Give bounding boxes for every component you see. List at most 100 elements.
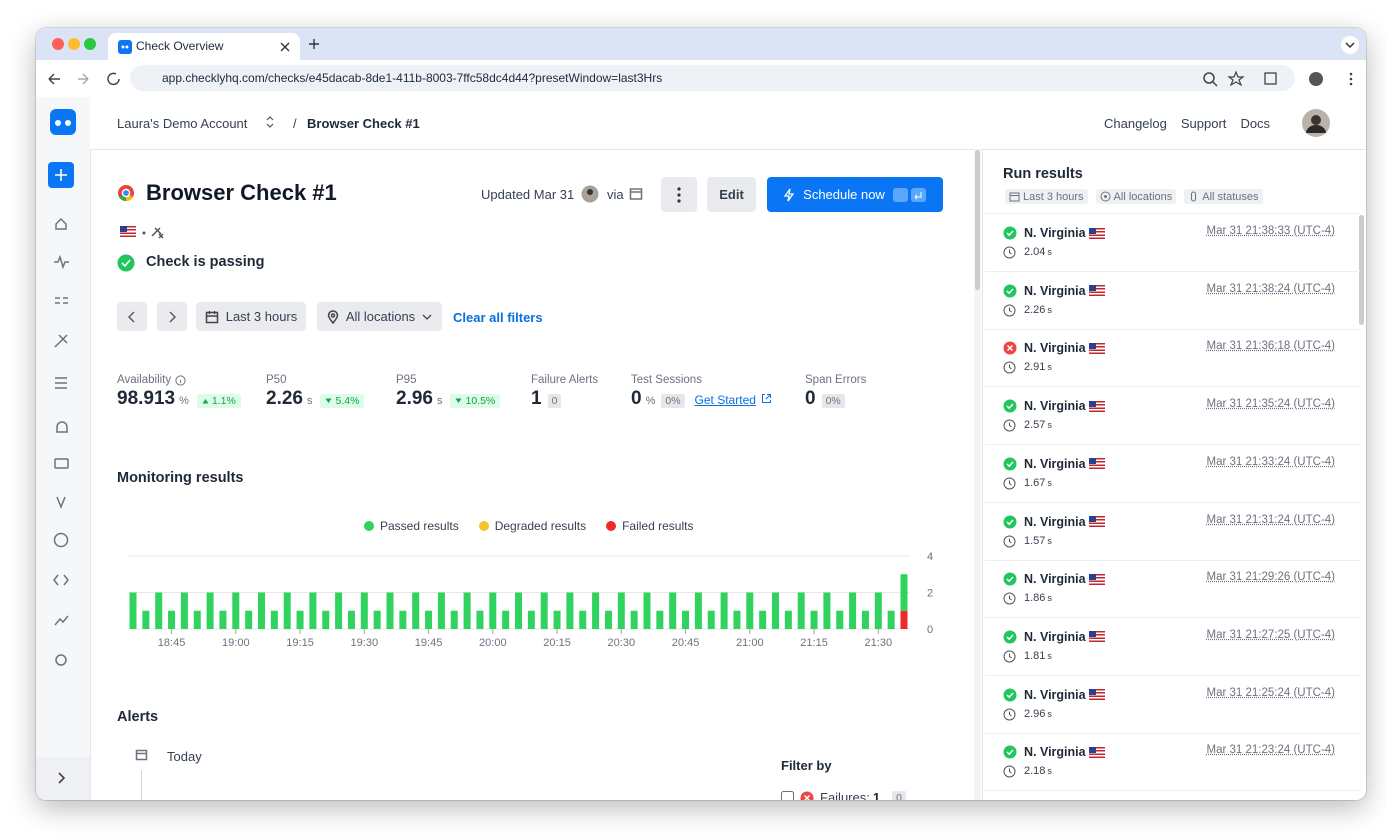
bar-segment (360, 592, 368, 629)
user-avatar[interactable] (1301, 108, 1331, 138)
sidebar-icons[interactable] (36, 97, 90, 800)
run-duration: 2.04 s (1024, 246, 1052, 258)
clear-filters[interactable]: Clear all filters (453, 310, 543, 325)
x-tick-label: 21:15 (800, 637, 828, 649)
pass-icon (1003, 226, 1017, 240)
main-scrollbar[interactable] (975, 150, 980, 290)
nav-buttons[interactable] (46, 70, 126, 88)
clock-icon (1003, 304, 1016, 317)
run-row[interactable]: N. Virginia Mar 31 21:35:24 (UTC-4) 2.57 s (985, 387, 1360, 446)
bar-segment (527, 610, 535, 629)
new-tab[interactable] (308, 38, 320, 50)
run-row[interactable]: N. Virginia Mar 31 21:38:24 (UTC-4) 2.26 s (985, 272, 1360, 330)
header-link[interactable]: Changelog (1104, 116, 1167, 131)
account-name[interactable]: Laura's Demo Account (117, 116, 248, 131)
filter-label: Failures: (820, 790, 870, 800)
metric-link[interactable]: Get Started (694, 393, 756, 407)
edit-button[interactable]: Edit (707, 177, 756, 212)
duration-value: 1.57 (1024, 534, 1046, 547)
metric-unit: % (645, 395, 656, 407)
metric-unit: s (436, 395, 443, 407)
run-row[interactable]: N. Virginia Mar 31 21:25:24 (UTC-4) 2.96 s (985, 676, 1360, 734)
bar-segment (129, 592, 137, 629)
filter-chip[interactable]: All statuses (1184, 189, 1263, 204)
more-button[interactable] (661, 177, 697, 212)
run-row[interactable]: N. Virginia Mar 31 21:23:24 (UTC-4) 2.18 s (985, 733, 1360, 792)
metric-value: 98.913 (117, 388, 176, 409)
via-text: via (607, 187, 624, 202)
run-row[interactable]: N. Virginia Mar 31 21:36:18 (UTC-4) 2.91 s (985, 329, 1360, 388)
bar-segment (630, 610, 638, 629)
pass-icon (1003, 688, 1017, 702)
updated-text: Updated Mar 31 (481, 187, 575, 202)
x-tick-label: 19:30 (351, 637, 379, 649)
timeline (135, 749, 148, 800)
x-tick-label: 20:30 (608, 637, 636, 649)
tab-bar: Check Overview (36, 28, 1366, 60)
bar-segment (592, 592, 600, 629)
legend-swatch (478, 521, 489, 531)
metric-label-row: P50 (266, 374, 364, 386)
bar-segment (489, 592, 497, 629)
browser-toolbar[interactable] (1201, 69, 1361, 89)
filter-chip[interactable]: All locations (1095, 189, 1177, 204)
clock-icon (1003, 650, 1016, 663)
run-time: Mar 31 21:23:24 (UTC-4) (1206, 744, 1335, 757)
run-duration: 2.18 s (1024, 765, 1052, 777)
bar-segment (309, 592, 317, 629)
alert-filter[interactable]: Failures: 1 0 (781, 790, 906, 800)
bar-segment (617, 592, 625, 629)
us-flag (1088, 746, 1105, 758)
location-name: N. Virginia (1024, 745, 1086, 760)
tab-close[interactable] (280, 42, 290, 52)
panel-scrollbar[interactable] (1359, 215, 1364, 325)
run-duration: 2.26 s (1024, 304, 1052, 316)
monitoring-title: Monitoring results (117, 470, 244, 486)
run-location: N. Virginia (1024, 515, 1105, 529)
us-flag (1088, 689, 1105, 701)
account-switch[interactable] (265, 114, 275, 130)
run-location: N. Virginia (1024, 226, 1105, 240)
bar-segment (810, 610, 818, 629)
run-row[interactable]: N. Virginia Mar 31 21:33:24 (UTC-4) 1.67 s (985, 445, 1360, 503)
check-meta (120, 223, 170, 239)
run-location: N. Virginia (1024, 745, 1105, 759)
metric-label-row: Span Errors (805, 374, 866, 386)
bar-segment (694, 592, 702, 629)
run-time: Mar 31 21:38:33 (UTC-4) (1206, 225, 1335, 237)
bar-segment (168, 610, 176, 629)
prev-button[interactable] (117, 302, 147, 331)
schedule-button[interactable]: Schedule now (767, 177, 943, 212)
external-icon (761, 394, 771, 403)
us-flag (1088, 285, 1105, 297)
range-filter[interactable]: Last 3 hours (196, 302, 306, 331)
run-time: Mar 31 21:35:24 (UTC-4) (1206, 398, 1335, 411)
legend-item[interactable]: Failed results (606, 519, 693, 533)
legend-item[interactable]: Degraded results (478, 519, 586, 533)
run-results-panel: Run results Last 3 hours All locations All… (985, 149, 1366, 800)
url-field[interactable]: app.checklyhq.com/checks/e45dacab-8de1-4… (130, 65, 1295, 91)
x-tick-label: 19:00 (222, 637, 250, 649)
duration-unit: s (1047, 362, 1052, 373)
location-filter[interactable]: All locations (317, 302, 442, 331)
browser-tab[interactable]: Check Overview (108, 33, 300, 60)
y-tick-label: 0 (927, 624, 933, 636)
filter-chip[interactable]: Last 3 hours (1005, 189, 1088, 204)
run-row[interactable]: N. Virginia Mar 31 21:29:26 (UTC-4) 1.86 s (985, 560, 1360, 619)
metric: P95 2.96 s 10.5% (396, 374, 501, 410)
run-row[interactable]: N. Virginia Mar 31 21:27:25 (UTC-4) 1.81 s (985, 618, 1360, 676)
duration-unit: s (1047, 708, 1052, 719)
header-link[interactable]: Docs (1240, 116, 1271, 131)
run-row[interactable]: N. Virginia Mar 31 21:38:33 (UTC-4) 2.04 s (985, 214, 1360, 272)
legend-item[interactable]: Passed results (364, 519, 459, 533)
next-button[interactable] (157, 302, 187, 331)
metric: Availability 98.913% 1.1% (117, 374, 241, 410)
metric-label: Test Sessions (631, 374, 702, 386)
bar-segment (373, 610, 381, 629)
bar-segment (874, 592, 882, 629)
header-link[interactable]: Support (1180, 116, 1227, 131)
tab-menu[interactable] (1340, 35, 1360, 55)
run-row[interactable]: N. Virginia Mar 31 21:31:24 (UTC-4) 1.57 s (985, 503, 1360, 561)
y-tick-label: 4 (927, 551, 933, 563)
